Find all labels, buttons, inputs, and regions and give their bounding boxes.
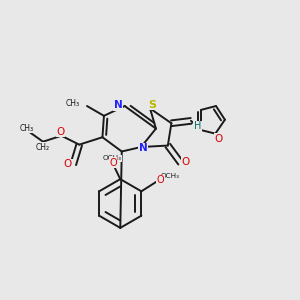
Text: O: O bbox=[64, 159, 72, 169]
Text: O: O bbox=[56, 127, 65, 136]
Text: O: O bbox=[157, 175, 164, 185]
Text: N: N bbox=[114, 100, 123, 110]
Text: H: H bbox=[194, 121, 201, 131]
Text: CH₃: CH₃ bbox=[65, 98, 80, 107]
Text: OCH₃: OCH₃ bbox=[161, 172, 180, 178]
Text: N: N bbox=[139, 143, 148, 153]
Text: CH₃: CH₃ bbox=[20, 124, 34, 133]
Text: O: O bbox=[109, 158, 117, 168]
Text: OCH₃: OCH₃ bbox=[103, 155, 122, 161]
Text: CH₂: CH₂ bbox=[36, 142, 50, 152]
Text: S: S bbox=[148, 100, 156, 110]
Text: O: O bbox=[182, 157, 190, 167]
Text: O: O bbox=[214, 134, 223, 144]
